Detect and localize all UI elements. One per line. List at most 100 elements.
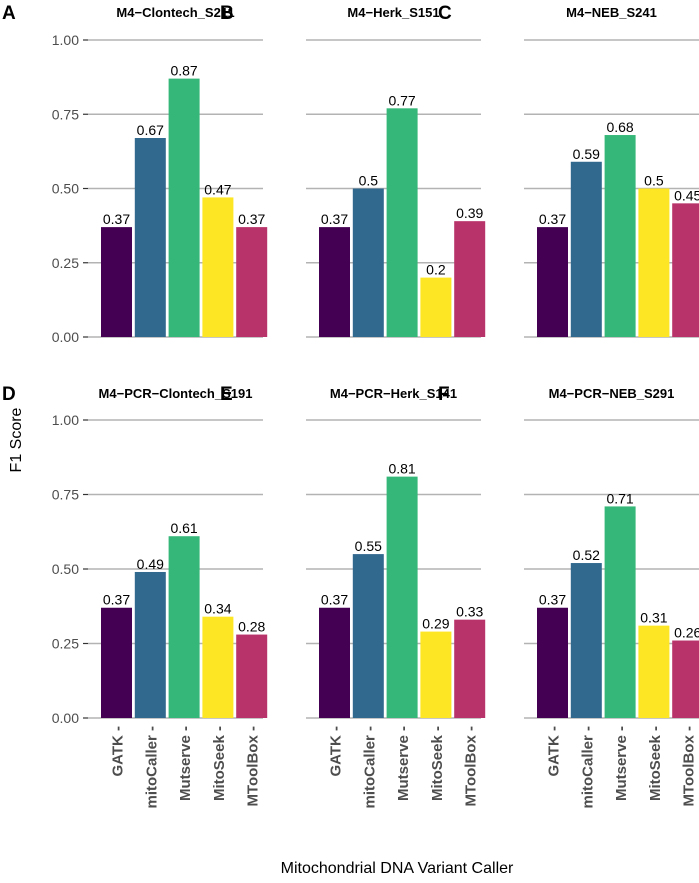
x-tick-label: mitoCaller - xyxy=(143,726,160,809)
y-tick-label: 1.00 xyxy=(52,412,79,428)
bar-mitocaller xyxy=(134,571,166,718)
x-tick-label: Mutserve - xyxy=(177,726,194,801)
value-label: 0.37 xyxy=(103,592,130,608)
value-label: 0.31 xyxy=(640,610,667,626)
value-label: 0.59 xyxy=(573,146,600,162)
x-tick-label: MToolBox - xyxy=(463,726,480,807)
bar-gatk xyxy=(101,227,132,337)
y-tick-label: 0.00 xyxy=(52,710,79,726)
panel-title: M4−Clontech_S211 xyxy=(116,5,234,20)
value-label: 0.28 xyxy=(238,619,265,635)
bar-mitoseek xyxy=(420,277,452,337)
panel-letter: A xyxy=(2,3,16,24)
x-tick-label: mitoCaller - xyxy=(579,726,596,809)
value-label: 0.37 xyxy=(103,211,130,227)
value-label: 0.61 xyxy=(170,520,197,536)
x-tick-label: GATK - xyxy=(546,726,563,777)
panel-title: M4−PCR−Herk_S141 xyxy=(330,386,457,401)
bar-gatk xyxy=(319,607,350,718)
value-label: 0.26 xyxy=(674,625,699,641)
y-tick-label: 1.00 xyxy=(52,32,79,48)
panel-title: M4−PCR−NEB_S291 xyxy=(549,386,675,401)
value-label: 0.37 xyxy=(321,592,348,608)
bar-mutserve xyxy=(604,506,636,718)
y-tick-label: 0.00 xyxy=(52,329,79,345)
value-label: 0.71 xyxy=(606,490,633,506)
value-label: 0.39 xyxy=(456,205,483,221)
x-tick-label: MitoSeek - xyxy=(429,726,446,801)
value-label: 0.5 xyxy=(359,173,379,189)
value-label: 0.37 xyxy=(321,211,348,227)
value-label: 0.52 xyxy=(573,547,600,563)
value-label: 0.33 xyxy=(456,604,483,620)
bar-gatk xyxy=(319,227,350,337)
x-tick-label: Mutserve - xyxy=(613,726,630,801)
bar-mitocaller xyxy=(352,188,384,337)
x-tick-label: GATK - xyxy=(110,726,127,777)
panel-letter: C xyxy=(438,3,452,24)
value-label: 0.37 xyxy=(238,211,265,227)
bar-mutserve xyxy=(386,476,418,718)
panels-group: A M4−Clontech_S211 0.00 0.25 0.50 0.75 1.00 0.3… xyxy=(2,3,699,809)
y-axis-title: F1 Score xyxy=(8,407,25,472)
x-tick-label: MitoSeek - xyxy=(211,726,228,801)
x-tick-label: mitoCaller - xyxy=(361,726,378,809)
value-label: 0.49 xyxy=(137,556,164,572)
y-tick-label: 0.75 xyxy=(52,487,79,503)
value-label: 0.67 xyxy=(137,122,164,138)
bar-mtoolbox xyxy=(454,221,486,337)
value-label: 0.55 xyxy=(355,538,382,554)
bar-mutserve xyxy=(168,78,200,338)
value-label: 0.87 xyxy=(170,63,197,79)
panel-title: M4−Herk_S151 xyxy=(347,5,439,20)
panel-a: A M4−Clontech_S211 0.00 0.25 0.50 0.75 1.00 0.3… xyxy=(2,3,268,345)
bar-mutserve xyxy=(386,108,418,337)
value-label: 0.29 xyxy=(422,616,449,632)
bar-mtoolbox xyxy=(672,640,699,718)
bar-mutserve xyxy=(168,536,200,718)
panel-f: F M4−PCR−NEB_S291 0.37 0.52 0.71 0.31 0.26 GATK… xyxy=(438,384,699,809)
value-label: 0.2 xyxy=(426,262,446,278)
bar-mitocaller xyxy=(352,554,384,718)
bar-mutserve xyxy=(604,135,636,337)
bar-mtoolbox xyxy=(236,634,268,718)
bar-mitoseek xyxy=(638,188,670,337)
bar-mitocaller xyxy=(570,563,602,718)
panel-letter: B xyxy=(220,3,234,24)
bar-gatk xyxy=(101,607,132,718)
y-tick-label: 0.50 xyxy=(52,561,79,577)
value-label: 0.47 xyxy=(204,181,231,197)
value-label: 0.37 xyxy=(539,211,566,227)
x-tick-label: MitoSeek - xyxy=(647,726,664,801)
y-tick-label: 0.75 xyxy=(52,106,79,122)
panel-title: M4−PCR−Clontech_S191 xyxy=(99,386,253,401)
bar-mtoolbox xyxy=(236,227,268,337)
bar-mitocaller xyxy=(570,161,602,337)
bar-gatk xyxy=(537,607,568,718)
y-tick-label: 0.25 xyxy=(52,636,79,652)
bar-mitocaller xyxy=(134,138,166,337)
panel-d: D M4−PCR−Clontech_S191 0.00 0.25 0.50 0.75 1.0… xyxy=(2,384,268,809)
value-label: 0.34 xyxy=(204,601,231,617)
panel-c: C M4−NEB_S241 0.37 0.59 0.68 0.5 0.45 xyxy=(438,3,699,338)
panel-letter: F xyxy=(438,384,450,405)
x-tick-label: MToolBox - xyxy=(681,726,698,807)
y-tick-label: 0.25 xyxy=(52,255,79,271)
bar-mtoolbox xyxy=(672,203,699,337)
bar-gatk xyxy=(537,227,568,337)
panel-e: E M4−PCR−Herk_S141 0.37 0.55 0.81 0.29 0.33 GAT… xyxy=(220,384,486,809)
panel-letter: D xyxy=(2,384,16,405)
panel-letter: E xyxy=(220,384,233,405)
value-label: 0.81 xyxy=(388,461,415,477)
bar-mtoolbox xyxy=(454,619,486,718)
x-axis-title: Mitochondrial DNA Variant Caller xyxy=(281,860,514,877)
value-label: 0.5 xyxy=(644,173,664,189)
panel-title: M4−NEB_S241 xyxy=(566,5,657,20)
value-label: 0.77 xyxy=(388,92,415,108)
y-tick-label: 0.50 xyxy=(52,181,79,197)
x-tick-label: Mutserve - xyxy=(395,726,412,801)
value-label: 0.45 xyxy=(674,187,699,203)
x-tick-label: GATK - xyxy=(328,726,345,777)
x-tick-label: MToolBox - xyxy=(245,726,262,807)
